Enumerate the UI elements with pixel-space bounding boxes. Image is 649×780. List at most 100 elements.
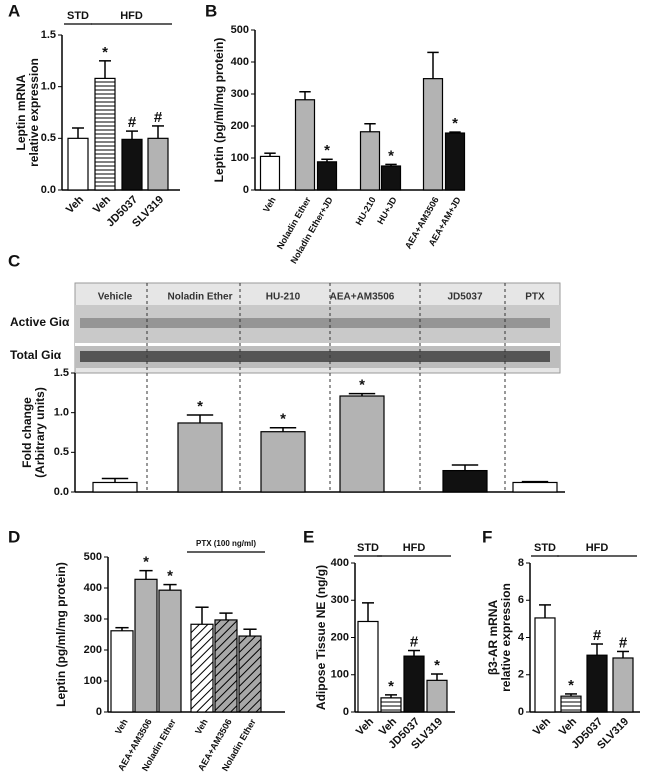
bar [316,161,338,191]
x-tick-label: Veh [557,716,580,739]
significance-marker: # [154,109,163,126]
panel-label: D [8,527,20,546]
bar [512,481,558,493]
y-tick-label: 300 [231,88,249,100]
bar [294,99,316,191]
lane-label: AEA+AM3506 [330,292,395,303]
y-tick-label: 0 [243,184,249,196]
y-axis-label: relative expression [499,583,513,692]
bar [259,155,281,191]
significance-marker: # [128,114,137,131]
significance-marker: # [410,634,419,651]
lane-label: HU-210 [266,292,301,303]
panel-label: A [8,1,20,20]
y-axis-label: (Arbitrary units) [33,387,47,478]
y-tick-label: 0.0 [41,184,56,196]
significance-marker: * [102,44,108,61]
lane-label: JD5037 [447,292,482,303]
bar [214,619,238,713]
y-tick-label: 400 [231,56,249,68]
x-tick-label: Veh [261,195,278,214]
y-tick-label: 0.0 [54,486,69,498]
group-label: PTX (100 ng/ml) [196,539,256,548]
bar [92,481,138,493]
significance-marker: * [280,411,286,428]
bar [359,131,381,191]
bar [560,695,582,713]
x-tick-label: Veh [64,194,87,217]
bar [612,657,634,713]
bar [426,679,448,713]
significance-marker: * [167,568,173,585]
group-label: STD [534,542,556,554]
bar [586,654,608,713]
panel-label: B [205,1,217,20]
y-axis-label: Leptin (pg/ml/mg protein) [212,38,226,183]
y-tick-label: 6 [518,594,524,606]
y-tick-label: 0 [96,706,102,718]
y-tick-label: 100 [331,669,349,681]
significance-marker: # [619,634,628,651]
y-tick-label: 200 [231,120,249,132]
significance-marker: * [143,554,149,571]
bar [147,137,169,191]
bar [380,697,402,713]
bar [94,77,116,191]
y-tick-label: 200 [331,631,349,643]
y-axis-label: Adipose Tissue NE (ng/g) [314,565,328,710]
y-tick-label: 4 [518,631,525,643]
x-tick-label: Veh [531,716,554,739]
bar [339,395,385,493]
y-tick-label: 1.0 [41,81,56,93]
lane-label: Vehicle [98,292,133,303]
group-label: HFD [120,10,143,22]
y-tick-label: 0 [343,706,349,718]
bar [380,165,402,191]
bar [260,431,306,493]
group-label: HFD [586,542,609,554]
panel-label: F [482,527,492,546]
blot-row-label: Active Giα [10,315,70,329]
bar [422,78,444,191]
bar [403,655,425,713]
y-tick-label: 1.5 [41,29,56,41]
significance-marker: * [568,677,574,694]
bar [534,617,556,713]
y-tick-label: 1.5 [54,367,69,379]
y-tick-label: 8 [518,557,524,569]
blot [74,282,561,374]
y-tick-label: 300 [331,594,349,606]
significance-marker: * [388,147,394,164]
y-tick-label: 300 [84,613,102,625]
significance-marker: # [593,627,602,644]
panel-label: E [303,527,314,546]
bar [67,137,89,191]
lane-label: PTX [525,292,545,303]
significance-marker: * [388,678,394,695]
y-tick-label: 400 [84,582,102,594]
y-tick-label: 100 [84,675,102,687]
x-tick-label: Veh [113,717,130,736]
lane-label: Noladin Ether [167,292,232,303]
y-axis-label: relative expression [27,58,41,167]
significance-marker: * [359,377,365,394]
bar [158,589,182,713]
x-tick-label: HU+JD [375,195,399,226]
bar [357,620,379,713]
bar [190,623,214,713]
y-tick-label: 100 [231,152,249,164]
bar [238,635,262,713]
x-tick-label: Veh [91,194,114,217]
bar [442,469,488,493]
bar [110,630,134,713]
bar [121,138,143,191]
bar [134,578,158,713]
y-axis-label: Fold change [20,397,34,468]
significance-marker: * [324,142,330,159]
y-axis-label: Leptin mRNA [14,74,28,150]
significance-marker: * [452,115,458,132]
panel-label: C [8,251,20,270]
y-tick-label: 400 [331,557,349,569]
group-label: HFD [403,542,426,554]
y-axis-label: Leptin (pg/ml/mg protein) [54,562,68,707]
